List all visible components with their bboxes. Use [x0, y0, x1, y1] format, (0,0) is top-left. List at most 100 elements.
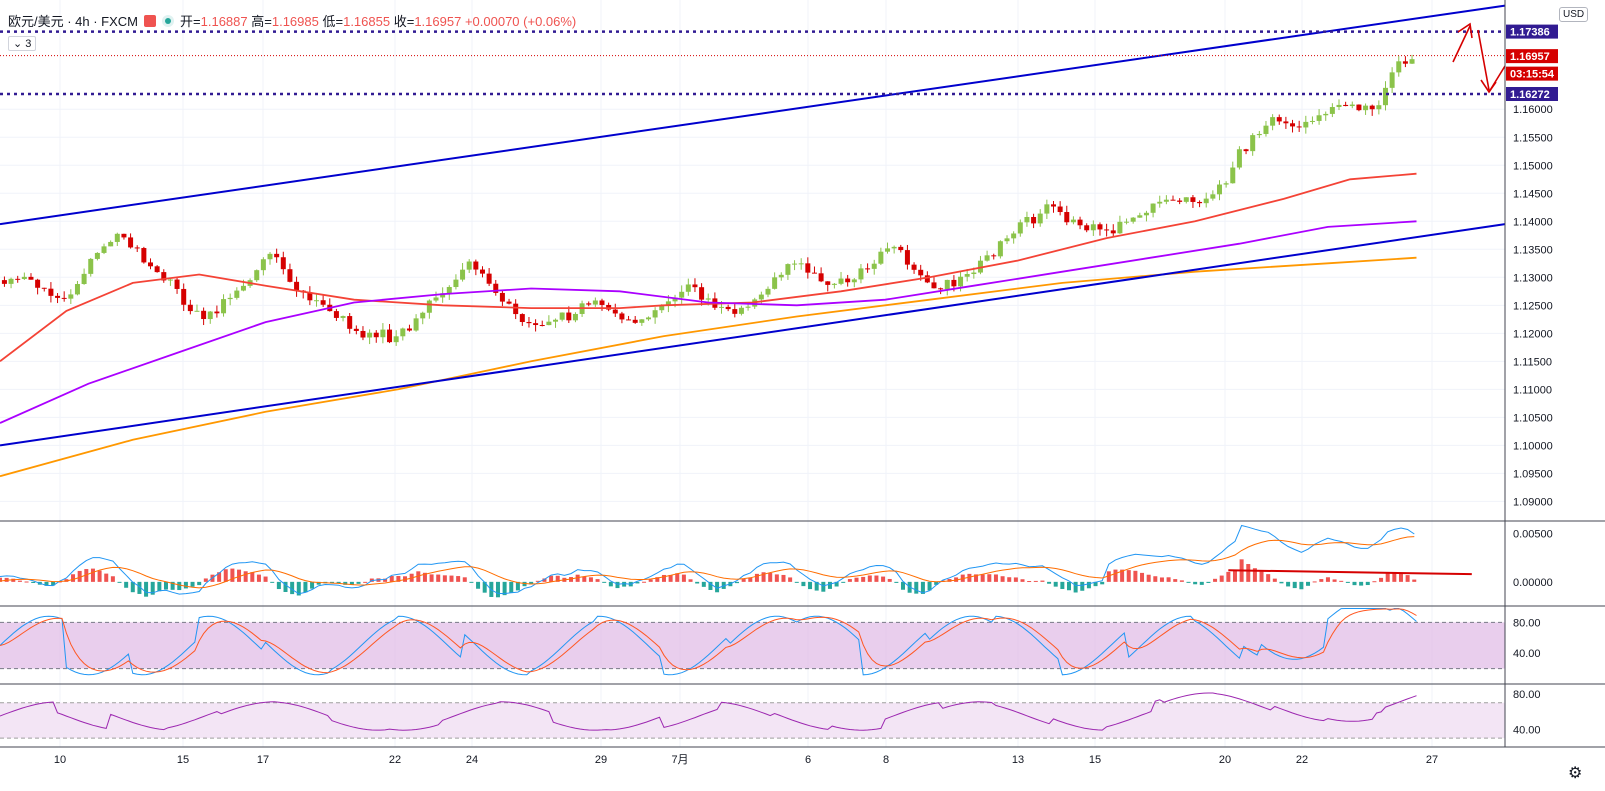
x-tick-label: 27	[1426, 754, 1438, 766]
price-tick-label: 1.15500	[1513, 132, 1553, 144]
macd-histogram-bar	[256, 574, 261, 582]
price-tick-label: 1.09000	[1513, 496, 1553, 508]
candle-body	[639, 319, 645, 323]
candle-body	[8, 278, 14, 284]
gear-icon[interactable]: ⚙	[1568, 765, 1583, 782]
macd-histogram-bar	[529, 581, 534, 585]
macd-histogram-bar	[1126, 570, 1131, 582]
macd-histogram-bar	[1080, 581, 1085, 591]
candle-body	[479, 269, 485, 274]
candle-body	[486, 273, 492, 284]
macd-histogram-bar	[276, 581, 281, 590]
macd-histogram-bar	[522, 581, 527, 587]
candle-body	[692, 284, 698, 288]
candle-body	[891, 246, 897, 249]
candle-body	[393, 336, 399, 343]
macd-histogram-bar	[1312, 581, 1317, 583]
ohlc-values: 开=1.16887 高=1.16985 低=1.16855 收=1.16957 …	[180, 14, 577, 29]
macd-histogram-bar	[814, 581, 819, 591]
candle-body	[1064, 212, 1070, 223]
candle-body	[885, 248, 891, 252]
macd-histogram-bar	[555, 575, 560, 582]
candle-body	[971, 272, 977, 275]
macd-histogram-bar	[834, 581, 839, 587]
macd-histogram-bar	[416, 571, 421, 582]
currency-button[interactable]: USD	[1559, 7, 1589, 22]
macd-histogram-bar	[788, 577, 793, 582]
candle-body	[592, 300, 598, 305]
candle-body	[553, 319, 559, 322]
macd-histogram-bar	[217, 572, 222, 582]
price-pane[interactable]	[0, 4, 1506, 478]
indicators-toggle[interactable]: ⌄ 3	[8, 36, 37, 51]
candle-body	[161, 272, 167, 281]
flag-icon[interactable]	[144, 14, 157, 27]
series-line-channel	[0, 4, 1506, 226]
candle-body	[1329, 107, 1335, 114]
macd-pane[interactable]	[0, 524, 1472, 598]
macd-histogram-bar	[1379, 577, 1384, 582]
macd-histogram-bar	[847, 579, 852, 582]
x-tick-label: 10	[54, 754, 66, 766]
macd-histogram-bar	[867, 575, 872, 582]
macd-tick-label: 0.00500	[1513, 529, 1553, 541]
x-tick-label: 24	[466, 754, 478, 766]
macd-histogram-bar	[223, 569, 228, 582]
macd-histogram-bar	[874, 575, 879, 582]
candle-body	[400, 328, 406, 337]
candle-body	[1070, 219, 1076, 223]
candle-body	[878, 251, 884, 264]
candle-body	[1143, 212, 1149, 216]
candle-body	[732, 309, 738, 314]
candle-body	[466, 261, 472, 270]
chevron-down-icon: ⌄	[13, 38, 23, 50]
macd-histogram-bar	[429, 574, 434, 582]
macd-histogram-bar	[117, 581, 122, 583]
macd-histogram-bar	[1372, 581, 1377, 583]
candle-body	[433, 297, 439, 301]
candle-body	[533, 323, 539, 326]
macd-histogram-bar	[383, 578, 388, 582]
macd-histogram-bar	[97, 570, 102, 582]
candle-body	[134, 247, 140, 249]
candle-body	[1343, 104, 1349, 107]
macd-histogram-bar	[515, 581, 520, 591]
candle-body	[121, 233, 127, 238]
candle-body	[778, 274, 784, 278]
candle-body	[240, 285, 246, 291]
countdown-label: 03:15:54	[1510, 69, 1555, 81]
candle-body	[1183, 197, 1189, 202]
candle-body	[88, 258, 94, 274]
candle-body	[1356, 104, 1362, 111]
macd-histogram-bar	[436, 574, 441, 582]
macd-histogram-bar	[642, 581, 647, 583]
stochastic-pane[interactable]	[0, 608, 1505, 676]
candle-body	[1104, 229, 1110, 231]
macd-histogram-bar	[290, 581, 295, 595]
arrow-up-head	[1457, 22, 1473, 39]
macd-histogram-bar	[296, 581, 301, 596]
candle-body	[719, 306, 725, 308]
macd-histogram-bar	[44, 581, 49, 586]
macd-histogram-bar	[1306, 581, 1311, 586]
macd-histogram-bar	[1206, 581, 1211, 583]
rsi-tick-label: 80.00	[1513, 689, 1541, 701]
candle-body	[685, 284, 691, 292]
signal-line	[0, 536, 1415, 589]
x-tick-label: 22	[389, 754, 401, 766]
rsi-pane[interactable]	[0, 692, 1505, 739]
macd-histogram-bar	[661, 574, 666, 582]
candle-body	[1402, 61, 1408, 64]
macd-histogram-bar	[741, 579, 746, 582]
symbol-title[interactable]: 欧元/美元 · 4h · FXCM	[8, 14, 139, 29]
macd-histogram-bar	[84, 569, 89, 582]
candle-body	[1256, 133, 1262, 136]
stoch-band	[0, 622, 1505, 669]
macd-histogram-bar	[1086, 581, 1091, 589]
macd-histogram-bar	[1186, 581, 1191, 583]
candle-body	[705, 298, 711, 300]
candle-body	[1197, 201, 1203, 204]
candle-body	[931, 282, 937, 289]
candle-body	[1051, 204, 1056, 207]
